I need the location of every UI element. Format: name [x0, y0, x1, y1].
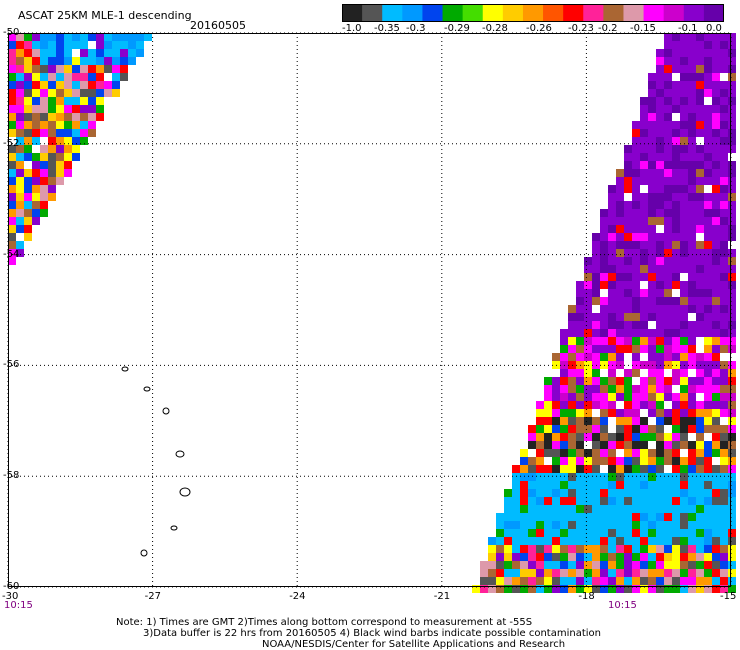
colorbar-tick-label: -0.26 — [526, 23, 552, 34]
colorbar-tick-label: -0.29 — [444, 23, 470, 34]
longitude-tick-label: -15 — [720, 591, 737, 602]
colorbar-tick-label: 0.0 — [706, 23, 722, 34]
colorbar-swatch — [522, 4, 544, 22]
island-outlines — [121, 366, 191, 557]
colorbar-swatch — [502, 4, 524, 22]
colorbar-swatch — [482, 4, 504, 22]
colorbar-swatch — [442, 4, 464, 22]
colorbar-tick-label: -0.28 — [482, 23, 508, 34]
colorbar-tick-label: -0.23 — [568, 23, 594, 34]
note-line-2: 3)Data buffer is 22 hrs from 20160505 4)… — [143, 628, 601, 639]
colorbar-swatch — [382, 4, 403, 22]
product-date: 20160505 — [190, 19, 246, 32]
colorbar-swatch — [342, 4, 363, 22]
longitude-tick-label: -27 — [144, 591, 161, 602]
swath-data — [8, 33, 736, 593]
note-line-3: NOAA/NESDIS/Center for Satellite Applica… — [262, 639, 566, 650]
colorbar-swatch — [603, 4, 625, 22]
colorbar-swatch — [703, 4, 725, 22]
colorbar-swatch — [462, 4, 484, 22]
time-right: 10:15 — [608, 600, 637, 611]
colorbar-tick-label: -0.15 — [630, 23, 656, 34]
colorbar-swatch — [543, 4, 564, 22]
longitude-tick-label: -21 — [433, 591, 451, 602]
latitude-tick-label: -54 — [3, 248, 20, 260]
map-frame — [8, 33, 731, 587]
colorbar-swatches — [342, 4, 725, 22]
colorbar-tick-label: -0.1 — [678, 23, 698, 34]
colorbar-tick-label: -1.0 — [342, 23, 362, 34]
time-left: 10:15 — [4, 600, 33, 611]
longitude-tick-label: -30 — [2, 591, 19, 602]
longitude-tick-label: -24 — [289, 591, 306, 602]
colorbar — [342, 4, 725, 22]
colorbar-swatch — [362, 4, 383, 22]
colorbar-tick-label: -0.2 — [598, 23, 618, 34]
colorbar-swatch — [583, 4, 604, 22]
colorbar-tick-label: -0.3 — [406, 23, 426, 34]
longitude-tick-label: -18 — [578, 591, 595, 602]
colorbar-swatch — [623, 4, 645, 22]
colorbar-swatch — [563, 4, 584, 22]
note-line-1: Note: 1) Times are GMT 2)Times along bot… — [116, 617, 533, 628]
latitude-tick-label: -60 — [3, 581, 20, 592]
colorbar-tick-label: -0.35 — [374, 23, 400, 34]
colorbar-swatch — [663, 4, 685, 22]
latitude-tick-label: -52 — [3, 137, 20, 149]
colorbar-swatch — [683, 4, 705, 22]
latitude-tick-label: -50 — [3, 27, 20, 38]
colorbar-swatch — [422, 4, 444, 22]
colorbar-swatch — [402, 4, 424, 22]
colorbar-swatch — [643, 4, 665, 22]
latitude-tick-label: -58 — [3, 470, 20, 482]
latitude-tick-label: -56 — [3, 359, 20, 371]
product-title: ASCAT 25KM MLE-1 descending — [18, 9, 192, 22]
